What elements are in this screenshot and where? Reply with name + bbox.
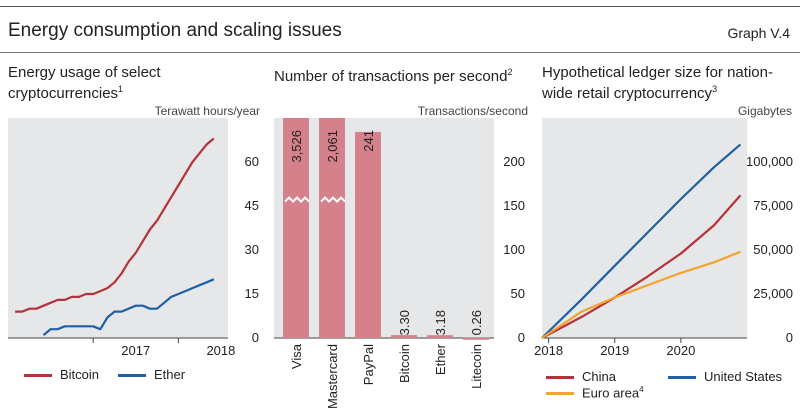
- bar-value-label: 2,061: [325, 130, 340, 163]
- panel-1-title-text: Energy usage of select cryptocurrencies: [8, 64, 161, 102]
- bar-litecoin: [463, 337, 489, 340]
- panel-2-title-note: 2: [507, 67, 513, 77]
- panel-2-title: Number of transactions per second2: [274, 64, 534, 85]
- bar-value-label: 3.18: [433, 310, 448, 335]
- category-label: Visa: [289, 343, 304, 369]
- legend-china: China: [546, 369, 616, 384]
- y-tick-label: 100,000: [746, 154, 793, 169]
- y-tick-label: 0: [518, 330, 525, 345]
- y-tick-label: 45: [245, 198, 259, 213]
- panel-1-title: Energy usage of select cryptocurrencies1: [8, 64, 178, 102]
- bar-visa: [283, 118, 309, 338]
- panel-3-unit: Gigabytes: [737, 104, 792, 118]
- panel-2-unit: Transactions/second: [417, 104, 528, 118]
- y-tick-label: 0: [786, 330, 793, 345]
- panel-3-title-text: Hypothetical ledger size for nation-wide…: [542, 64, 773, 102]
- category-label: Ether: [433, 343, 448, 375]
- header-rule: [0, 52, 800, 53]
- category-label: Mastercard: [325, 344, 340, 408]
- bar-bitcoin: [391, 335, 417, 338]
- legend-us-label: United States: [704, 369, 783, 384]
- bar-value-label: 3.30: [397, 310, 412, 335]
- panel-1-title-note: 1: [118, 84, 124, 94]
- y-tick-label: 75,000: [753, 198, 793, 213]
- legend-bitcoin: Bitcoin: [24, 367, 99, 382]
- plot-area: [8, 118, 228, 338]
- bar-value-label: 3,526: [289, 130, 304, 163]
- panel-2-title-text: Number of transactions per second: [274, 68, 508, 85]
- y-tick-label: 25,000: [753, 286, 793, 301]
- y-tick-label: 0: [252, 330, 259, 345]
- y-tick-label: 50: [511, 286, 525, 301]
- energy-usage-chart: 0 15 30 45 60 2017 2018: [8, 118, 259, 358]
- bar-paypal: [355, 131, 381, 338]
- category-label: Bitcoin: [397, 344, 412, 383]
- legend-euro-area: Euro area4: [546, 385, 644, 400]
- series-line-china: [541, 194, 742, 339]
- transactions-chart: 0 50 100 150 200 3,526 Visa 2,061 Mastercard 241 P…: [274, 118, 525, 408]
- panel-1-unit: Terawatt hours/year: [154, 104, 260, 118]
- axis-break-mark: [284, 196, 310, 204]
- legend-bitcoin-label: Bitcoin: [60, 367, 100, 382]
- legend-bitcoin-swatch: [24, 374, 52, 378]
- series-line-euro-area: [541, 250, 741, 339]
- bar-mastercard: [319, 118, 345, 338]
- legend-ether-label: Ether: [154, 367, 186, 382]
- page-title: Energy consumption and scaling issues: [8, 20, 342, 41]
- bar-value-label: 0.26: [469, 310, 484, 335]
- legend-us-swatch: [668, 376, 696, 380]
- y-tick-label: 150: [503, 198, 525, 213]
- y-tick-label: 50,000: [753, 242, 793, 257]
- legend-united-states: United States: [668, 369, 782, 384]
- legend-euro-label: Euro area: [582, 385, 640, 401]
- axis-break-mark: [320, 196, 346, 204]
- x-tick-label: 2018: [534, 343, 563, 358]
- y-tick-label: 60: [245, 154, 259, 169]
- y-tick-label: 15: [245, 286, 259, 301]
- legend-china-label: China: [582, 369, 616, 384]
- plot-area: [274, 118, 494, 338]
- series-line-united-states: [541, 143, 742, 339]
- series-line-bitcoin: [15, 137, 215, 313]
- series-line-ether: [42, 278, 215, 336]
- legend-ether: Ether: [118, 367, 185, 382]
- bar-ether: [427, 335, 453, 338]
- y-tick-label: 200: [503, 154, 525, 169]
- y-tick-label: 100: [503, 242, 525, 257]
- panel-3-title-note: 3: [712, 84, 718, 94]
- category-label: PayPal: [361, 344, 376, 385]
- legend-euro-swatch: [546, 392, 574, 396]
- y-tick-label: 30: [245, 242, 259, 257]
- plot-area: [542, 118, 747, 338]
- x-tick-label: 2017: [121, 343, 150, 358]
- top-rule: [0, 6, 800, 7]
- x-tick-label: 2018: [206, 343, 235, 358]
- bar-value-label: 241: [361, 130, 376, 152]
- panel-3-title: Hypothetical ledger size for nation-wide…: [542, 64, 792, 102]
- x-tick-label: 2019: [600, 343, 629, 358]
- x-tick-label: 2020: [666, 343, 695, 358]
- legend-ether-swatch: [118, 374, 146, 378]
- graph-label: Graph V.4: [727, 25, 790, 41]
- category-label: Litecoin: [469, 344, 484, 389]
- ledger-size-chart: 0 25,000 50,000 75,000 100,000 2018 2019 2020: [534, 118, 793, 358]
- legend-euro-note: 4: [639, 385, 644, 394]
- legend-china-swatch: [546, 376, 574, 380]
